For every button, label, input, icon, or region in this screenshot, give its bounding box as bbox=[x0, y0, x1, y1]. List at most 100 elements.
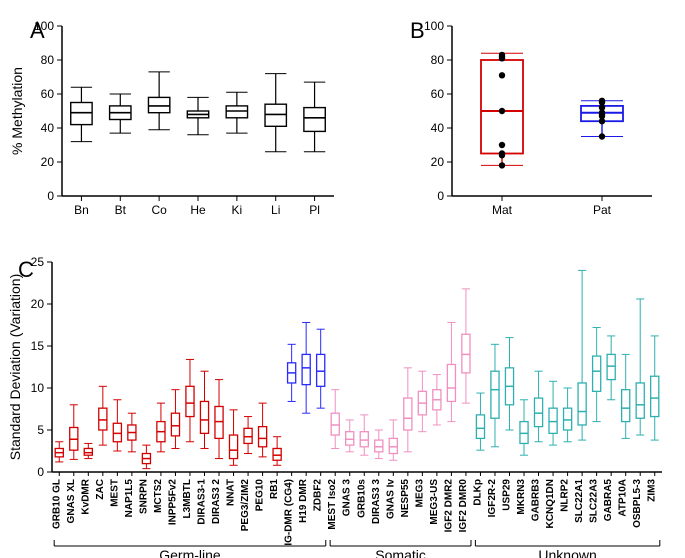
panel-a-box bbox=[226, 106, 247, 118]
panel-c-cat-label: GRB10s bbox=[356, 479, 367, 518]
panel-c-ytick-label: 10 bbox=[31, 381, 45, 395]
panel-b-label: B bbox=[410, 18, 425, 43]
panel-c-box bbox=[651, 376, 659, 416]
panel-c-cat-label: NLRP2 bbox=[560, 479, 571, 512]
panel-c-cat-label: PEG3/ZIM2 bbox=[240, 479, 251, 532]
panel-b-point bbox=[499, 72, 505, 78]
panel-c-cat-label: DIRAS3 2 bbox=[211, 479, 222, 524]
panel-b-cat-label: Pat bbox=[593, 203, 612, 217]
panel-c-cat-label: IG-DMR (CG4) bbox=[284, 479, 295, 546]
panel-c-cat-label: GNAS 3 bbox=[342, 479, 353, 517]
panel-a-box bbox=[265, 104, 286, 126]
panel-b-point bbox=[499, 55, 505, 61]
panel-c-box bbox=[636, 383, 644, 418]
panel-c-box bbox=[99, 408, 107, 430]
panel-b-ytick-label: 100 bbox=[424, 19, 444, 33]
panel-c-cat-label: IGF2R-2 bbox=[487, 479, 498, 518]
panel-c-box bbox=[549, 408, 557, 433]
panel-c-cat-label: GNAS XL bbox=[66, 479, 77, 523]
panel-c-cat-label: INPP5Fv2 bbox=[167, 479, 178, 526]
panel-c-cat-label: USP29 bbox=[502, 479, 513, 511]
panel-c-cat-label: ZDBF2 bbox=[313, 479, 324, 512]
panel-a-ytick-label: 60 bbox=[41, 87, 55, 101]
panel-c-cat-label: MEG3-US bbox=[429, 479, 440, 525]
panel-c-box bbox=[171, 413, 179, 436]
panel-c-cat-label: KCNQ1DN bbox=[545, 479, 556, 528]
panel-a-cat-label: Bt bbox=[115, 203, 127, 217]
panel-a-cat-label: Pl bbox=[309, 203, 320, 217]
panel-c-group-label: Somatic bbox=[375, 547, 426, 558]
panel-c-cat-label: MEG3 bbox=[414, 479, 425, 508]
panel-a-ytick-label: 100 bbox=[34, 19, 54, 33]
panel-c-cat-label: DIRAS3 3 bbox=[371, 479, 382, 524]
panel-c-cat-label: DLKp bbox=[472, 479, 483, 506]
panel-c-cat-label: KvDMR bbox=[80, 478, 91, 514]
panel-c-cat-label: MCTS2 bbox=[153, 479, 164, 513]
panel-c-cat-label: NAP1L5 bbox=[124, 479, 135, 518]
panel-b-point bbox=[599, 133, 605, 139]
panel-c-ytick-label: 5 bbox=[37, 423, 44, 437]
panel-a-ytick-label: 40 bbox=[41, 121, 55, 135]
panel-b-point bbox=[499, 162, 505, 168]
panel-c-box bbox=[389, 438, 397, 453]
panel-c-cat-label: MEST Iso2 bbox=[327, 479, 338, 530]
panel-a-ytick-label: 80 bbox=[41, 53, 55, 67]
panel-a-cat-label: Ki bbox=[232, 203, 243, 217]
panel-c-cat-label: PEG10 bbox=[255, 479, 266, 512]
panel-b-ytick-label: 40 bbox=[431, 121, 445, 135]
panel-c-cat-label: MEST bbox=[109, 479, 120, 507]
panel-c-box bbox=[622, 390, 630, 422]
panel-c-box bbox=[273, 448, 281, 460]
panel-c-cat-label: L3MBTL bbox=[182, 479, 193, 518]
panel-c-box bbox=[84, 448, 92, 455]
panel-c-group-label: Unknown bbox=[538, 547, 596, 558]
panel-a-cat-label: Li bbox=[271, 203, 280, 217]
panel-c-cat-label: IGF2 DMR0 bbox=[458, 479, 469, 533]
panel-c-box bbox=[520, 422, 528, 444]
panel-c-box bbox=[534, 398, 542, 427]
panel-c-box bbox=[229, 435, 237, 459]
panel-a-ytick-label: 20 bbox=[41, 155, 55, 169]
panel-c-box bbox=[360, 432, 368, 447]
panel-b-ytick-label: 60 bbox=[431, 87, 445, 101]
panel-a-box bbox=[304, 108, 325, 132]
panel-c-box bbox=[375, 440, 383, 452]
panel-c-cat-label: NESP55 bbox=[400, 479, 411, 518]
panel-c-box bbox=[331, 413, 339, 435]
panel-c-box bbox=[215, 406, 223, 438]
panel-c-ytick-label: 25 bbox=[31, 255, 45, 269]
panel-c-cat-label: GRB10 GL bbox=[51, 479, 62, 529]
panel-c-box bbox=[113, 423, 121, 441]
panel-b-ytick-label: 80 bbox=[431, 53, 445, 67]
panel-c-cat-label: RB1 bbox=[269, 479, 280, 499]
panel-c-cat-label: ATP10A bbox=[618, 479, 629, 517]
panel-b-cat-label: Mat bbox=[492, 203, 513, 217]
panel-a-box bbox=[71, 103, 92, 125]
panel-c-cat-label: SLC22A3 bbox=[589, 479, 600, 523]
panel-c-box bbox=[476, 415, 484, 439]
panel-c-cat-label: H19 DMR bbox=[298, 478, 309, 523]
panel-c-box bbox=[564, 408, 572, 430]
panel-c-cat-label: NNAT bbox=[226, 479, 237, 506]
figure-canvas: A020406080100% MethylationBnBtCoHeKiLiPl… bbox=[0, 0, 685, 558]
panel-c-box bbox=[404, 398, 412, 430]
panel-c-box bbox=[491, 371, 499, 418]
panel-a-ytick-label: 0 bbox=[47, 189, 54, 203]
panel-a-box bbox=[148, 97, 169, 112]
panel-c-cat-label: ZIM3 bbox=[647, 479, 658, 502]
panel-c-box bbox=[244, 428, 252, 443]
panel-c-ytick-label: 15 bbox=[31, 339, 45, 353]
panel-a-cat-label: Bn bbox=[74, 203, 89, 217]
panel-a-cat-label: Co bbox=[151, 203, 167, 217]
panel-c-box bbox=[186, 386, 194, 416]
panel-c-ylabel: Standard Deviation (Variation) bbox=[7, 274, 23, 461]
panel-c-cat-label: ZAC bbox=[95, 479, 106, 500]
panel-c-cat-label: GABRB3 bbox=[531, 479, 542, 522]
panel-a-cat-label: He bbox=[190, 203, 206, 217]
panel-b-point bbox=[499, 142, 505, 148]
panel-c-cat-label: SNRPN bbox=[138, 479, 149, 514]
panel-c-box bbox=[607, 354, 615, 379]
panel-c-cat-label: IGF2 DMR2 bbox=[443, 479, 454, 533]
panel-c-box bbox=[346, 432, 354, 445]
panel-c-box bbox=[593, 356, 601, 391]
